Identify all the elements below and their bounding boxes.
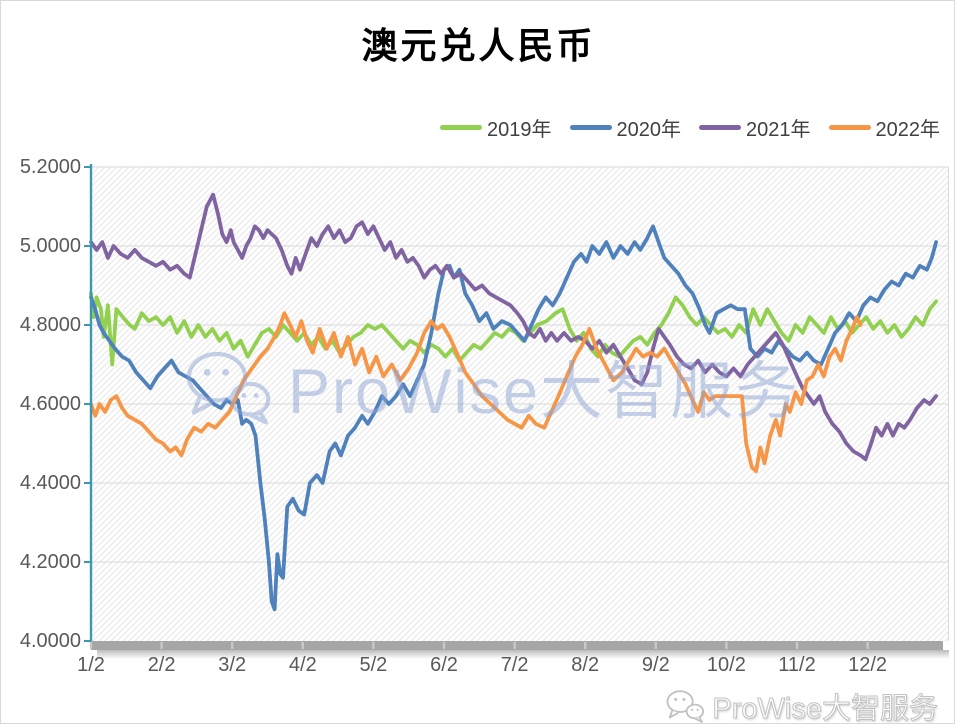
x-axis-tick [654, 642, 657, 649]
legend-item-1: 2019年 [440, 113, 552, 142]
chart-title: 澳元兑人民币 [361, 26, 596, 66]
legend-item-3: 2021年 [699, 113, 811, 142]
x-axis-shadow [97, 650, 949, 659]
legend-label: 2020年 [616, 119, 682, 141]
x-axis-tick [513, 642, 516, 649]
x-axis-bar [91, 641, 943, 650]
x-axis-tick [442, 642, 446, 649]
legend-swatch [569, 125, 612, 130]
legend-swatch [828, 125, 871, 130]
legend-label: 2021年 [746, 119, 811, 141]
x-axis-tick [584, 642, 587, 649]
x-axis-tick [372, 642, 375, 649]
legend-swatch [440, 125, 482, 130]
legend: 2019年 2020年 2021年 2022年 [440, 113, 940, 142]
legend-item-2: 2020年 [569, 113, 682, 142]
series-line-3 [89, 192, 938, 462]
x-axis-tick [160, 642, 163, 649]
x-axis-tick [231, 642, 234, 649]
x-axis-tick [725, 642, 728, 649]
x-axis-tick [301, 642, 304, 649]
legend-item-4: 2022年 [828, 113, 941, 142]
x-axis-tick [795, 642, 799, 649]
x-axis-tick [89, 642, 93, 649]
series-line-1 [89, 291, 938, 367]
legend-label: 2022年 [875, 119, 941, 141]
legend-swatch [699, 125, 741, 130]
series-line-4 [89, 311, 863, 474]
legend-label: 2019年 [487, 119, 552, 141]
x-axis-tick [866, 642, 869, 649]
